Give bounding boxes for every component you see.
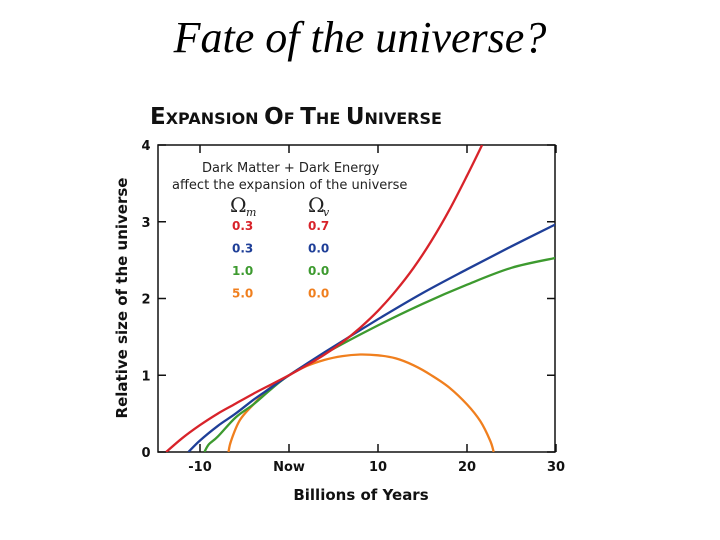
x-tick-label-0: -10 xyxy=(188,460,212,475)
y-axis-label: Relative size of the universe xyxy=(113,178,131,419)
axis-ticks xyxy=(158,144,557,453)
series-line-3 xyxy=(227,353,495,452)
legend-omega-v-header: Ω xyxy=(308,193,325,217)
legend-heading-line2: affect the expansion of the universe xyxy=(172,178,407,193)
legend-omega-m-value-0: 0.3 xyxy=(232,219,253,233)
y-tick-label-1: 1 xyxy=(141,369,150,384)
x-tick-label-3: 20 xyxy=(458,460,476,475)
x-tick-label-2: 10 xyxy=(369,460,387,475)
y-tick-label-2: 2 xyxy=(141,293,150,308)
y-tick-label-3: 3 xyxy=(141,216,150,231)
legend-omega-m-value-1: 0.3 xyxy=(232,242,253,256)
series-line-0 xyxy=(165,145,484,452)
legend-rows: 0.3 0.7 0.3 0.0 1.0 0.0 5.0 0.0 xyxy=(232,219,329,301)
x-axis-label: Billions of Years xyxy=(293,486,428,504)
legend-omega-m-subscript: m xyxy=(246,206,256,219)
x-tick-label-4: 30 xyxy=(547,460,565,475)
x-tick-label-1: Now xyxy=(273,460,305,475)
legend-heading-line1: Dark Matter + Dark Energy xyxy=(202,161,380,176)
legend-omega-v-value-0: 0.7 xyxy=(308,219,329,233)
legend-omega-m-header: Ω xyxy=(230,193,247,217)
y-tick-label-0: 0 xyxy=(141,446,150,461)
legend-omega-v-value-1: 0.0 xyxy=(308,242,329,256)
legend: Dark Matter + Dark Energy affect the exp… xyxy=(172,161,407,301)
chart-title: EXPANSION OF THE UNIVERSE xyxy=(150,104,442,130)
legend-omega-m-value-3: 5.0 xyxy=(232,287,253,301)
legend-omega-v-subscript: v xyxy=(323,206,330,219)
y-tick-label-4: 4 xyxy=(141,139,150,154)
slide-title: Fate of the universe? xyxy=(173,13,547,62)
axis-tick-labels: 0 1 2 3 4 -10 Now 10 20 30 xyxy=(141,139,565,475)
legend-omega-v-value-3: 0.0 xyxy=(308,287,329,301)
series-curves xyxy=(165,145,555,452)
series-line-1 xyxy=(187,223,555,452)
legend-omega-v-value-2: 0.0 xyxy=(308,264,329,278)
legend-omega-m-value-2: 1.0 xyxy=(232,264,253,278)
